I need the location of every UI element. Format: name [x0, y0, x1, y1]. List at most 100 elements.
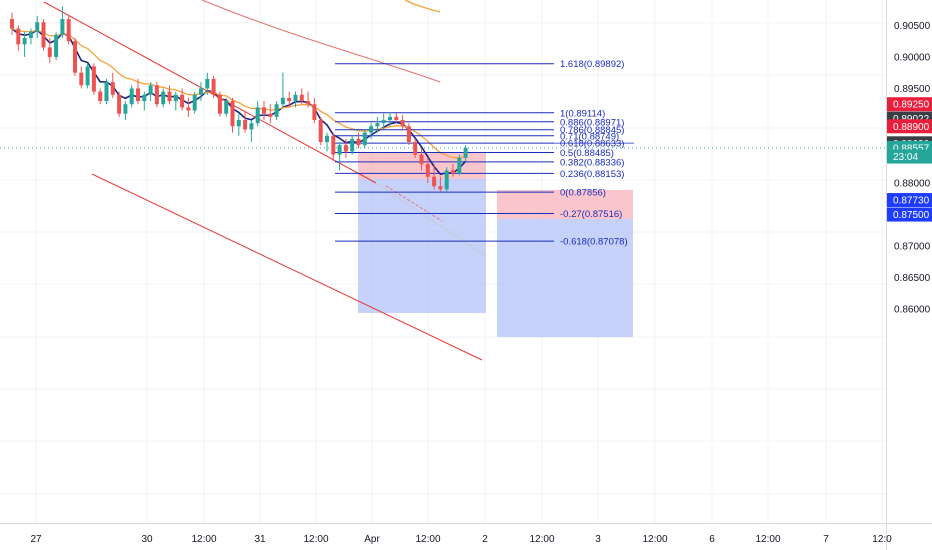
- price-tag-label: 0.87500: [893, 210, 930, 221]
- x-tick-label: 2: [482, 534, 488, 545]
- candle-body: [161, 91, 166, 105]
- candle-body: [173, 94, 178, 102]
- x-tick-label: 12:00: [303, 534, 328, 545]
- candle-body: [287, 97, 292, 102]
- x-tick-label: 12:00: [529, 534, 554, 545]
- candle-body: [268, 113, 273, 117]
- candle-body: [123, 104, 128, 114]
- candle-body: [217, 94, 222, 114]
- candle-body: [325, 135, 329, 143]
- fib-level-label: 1.618(0.89892): [560, 59, 624, 70]
- candle-body: [22, 38, 27, 45]
- candle-body: [362, 132, 367, 146]
- y-tick-label: 0.86500: [894, 273, 931, 284]
- candle-body: [79, 72, 84, 86]
- price-tag: [887, 119, 932, 134]
- candle-body: [331, 135, 336, 155]
- candle-body: [211, 78, 216, 95]
- candle-body: [104, 82, 109, 102]
- candle-body: [262, 107, 266, 114]
- candle-body: [47, 47, 52, 57]
- candle-body: [457, 157, 462, 174]
- candle-body: [192, 94, 197, 111]
- x-tick-label: 31: [254, 534, 266, 545]
- candle-body: [205, 78, 210, 89]
- fib-level-label: -0.618(0.87078): [560, 237, 628, 248]
- candle-body: [293, 94, 298, 102]
- x-tick-label: 12:0: [872, 534, 892, 545]
- price-tag-label: 0.88900: [893, 122, 930, 133]
- price-axis[interactable]: 0.90500 0.90000 0.89500 0.88000 0.87000 0.865…: [894, 21, 931, 316]
- candle-body: [375, 123, 380, 127]
- price-tag: [887, 193, 932, 208]
- candle-body: [381, 119, 386, 124]
- x-tick-label: 7: [823, 534, 829, 545]
- x-tick-label: 27: [30, 534, 42, 545]
- candle-body: [444, 170, 449, 190]
- candle-body: [117, 94, 122, 114]
- candle-body: [243, 119, 248, 130]
- candle-body: [224, 101, 229, 114]
- fib-level-label: 0.786(0.88845): [560, 125, 624, 136]
- y-tick-label: 0.90500: [894, 21, 931, 32]
- position-zones: [0, 147, 886, 337]
- candle-body: [413, 142, 418, 155]
- candle-body: [98, 91, 103, 102]
- candle-body: [66, 19, 71, 42]
- candle-body: [463, 147, 468, 158]
- candle-body: [154, 85, 159, 105]
- candle-body: [425, 164, 430, 177]
- candle-body: [186, 107, 191, 111]
- candle-body: [369, 126, 374, 133]
- candle-body: [432, 176, 437, 187]
- candle-body: [350, 138, 355, 152]
- x-tick-label: 6: [709, 534, 715, 545]
- candle-body: [54, 34, 59, 57]
- candle-body: [451, 170, 455, 174]
- candle-body: [299, 94, 304, 102]
- candle-body: [60, 19, 65, 35]
- channel-upper-line: [43, 1, 377, 184]
- price-tag-label: 0.89250: [893, 100, 930, 111]
- candle-body: [343, 145, 348, 152]
- candle-body: [199, 88, 203, 95]
- candle-body: [236, 119, 241, 127]
- x-tick-label: 12:00: [191, 534, 216, 545]
- fib-level-label: 0(0.87856): [560, 188, 606, 199]
- price-tag: [887, 149, 932, 164]
- projection-line: [375, 182, 487, 257]
- candle-body: [406, 126, 411, 143]
- candle-body: [394, 116, 399, 120]
- ma-long-orange-line: [404, 0, 441, 13]
- candle-body: [230, 101, 235, 127]
- y-tick-label: 0.88000: [894, 179, 931, 190]
- candle-body: [73, 41, 77, 73]
- candle-body: [306, 101, 311, 105]
- fib-level-label: 0.236(0.88153): [560, 169, 624, 180]
- candles: [10, 6, 468, 192]
- candle-body: [10, 19, 14, 29]
- candle-body: [419, 154, 424, 165]
- price-tag: [887, 207, 932, 222]
- fib-level-label: -0.27(0.87516): [560, 209, 622, 220]
- candle-body: [85, 66, 90, 86]
- fib-level-label: 0.382(0.88336): [560, 157, 624, 168]
- candle-body: [41, 22, 46, 48]
- x-tick-label: 12:00: [415, 534, 440, 545]
- y-tick-label: 0.89500: [894, 84, 931, 95]
- price-tag-label: 0.88557: [893, 143, 930, 154]
- candle-body: [148, 85, 153, 95]
- price-tag: [887, 97, 932, 112]
- fib-level-label: 0.618(0.88633): [560, 139, 624, 150]
- candle-body: [136, 88, 140, 102]
- ma-slow-line: [11, 27, 466, 159]
- fib-level-label: 0.71(0.88749): [560, 131, 619, 142]
- time-axis[interactable]: 27 30 12:00 31 12:00 Apr 12:00 2 12:00 3 12:00 6 12:…: [30, 534, 892, 545]
- candle-body: [28, 31, 33, 39]
- candle-body: [318, 119, 323, 143]
- price-tag-label: 0.87730: [893, 196, 930, 207]
- fib-level-label: 1(0.89114): [560, 108, 605, 119]
- ma-long-line: [201, 0, 441, 83]
